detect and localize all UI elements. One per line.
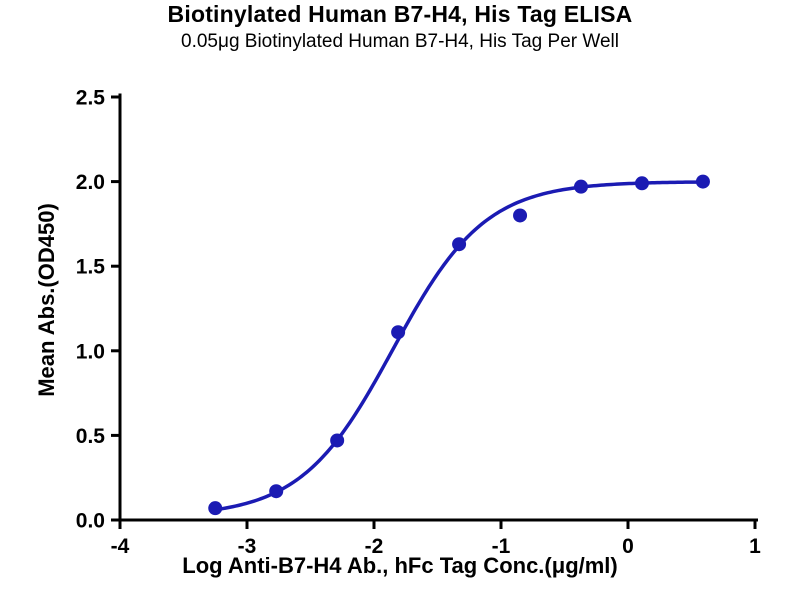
x-tick-label: -1 [492, 535, 511, 558]
data-point [574, 179, 589, 194]
data-point [695, 174, 710, 189]
data-point [452, 237, 467, 252]
y-tick-label: 2.5 [76, 87, 106, 110]
data-point [634, 176, 649, 191]
x-axis-label: Log Anti-B7-H4 Ab., hFc Tag Conc.(μg/ml) [182, 553, 618, 578]
x-tick-label: 1 [749, 535, 761, 558]
y-tick-label: 1.5 [76, 256, 106, 279]
chart-title: Biotinylated Human B7-H4, His Tag ELISA [167, 1, 633, 27]
y-tick-label: 2.0 [76, 171, 105, 194]
x-tick-label: 0 [622, 535, 634, 558]
x-tick-label: -4 [111, 535, 130, 558]
y-tick-label: 0.0 [76, 510, 105, 533]
data-point [269, 484, 284, 499]
data-point [208, 501, 223, 516]
data-point [330, 433, 345, 448]
fit-curve [213, 180, 705, 512]
chart-subtitle: 0.05μg Biotinylated Human B7-H4, His Tag… [181, 31, 619, 52]
data-point [391, 325, 406, 340]
x-tick-label: -3 [238, 535, 257, 558]
y-tick-label: 1.0 [76, 340, 105, 363]
y-tick-label: 0.5 [76, 425, 106, 448]
data-point [513, 208, 528, 223]
x-tick-label: -2 [365, 535, 384, 558]
